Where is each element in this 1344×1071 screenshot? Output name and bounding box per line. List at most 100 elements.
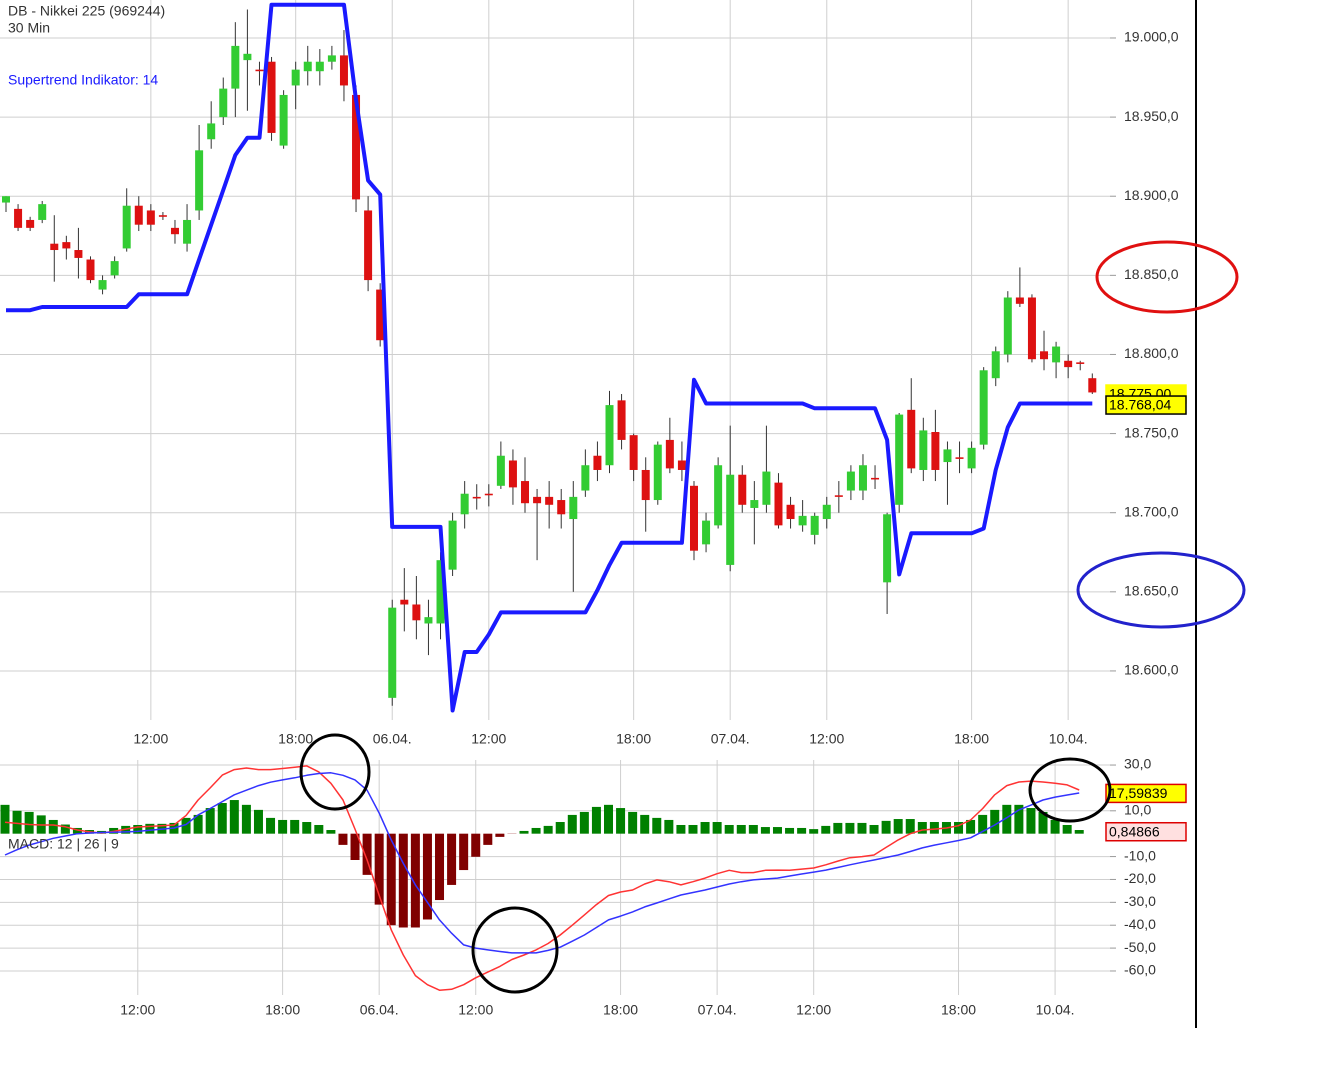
histogram-bar <box>60 824 70 834</box>
candle-body <box>810 515 819 535</box>
histogram-bar <box>241 804 251 834</box>
candle-body <box>2 196 10 203</box>
price-marker-label: 17,59839 <box>1109 785 1168 801</box>
candle-body <box>484 493 493 496</box>
histogram-bar <box>579 811 589 834</box>
histogram-bar <box>785 827 795 834</box>
candle-body <box>195 150 204 211</box>
y-tick-label: 30,0 <box>1124 756 1151 772</box>
y-tick-label: 18.700,0 <box>1124 503 1179 519</box>
histogram-bar <box>724 824 734 834</box>
histogram-bar <box>205 808 215 834</box>
histogram-bar <box>1002 804 1012 834</box>
y-tick-label: 18.850,0 <box>1124 266 1179 282</box>
candle-body <box>364 210 373 281</box>
candle-body <box>750 500 759 508</box>
candle-body <box>1003 297 1012 355</box>
histogram-bar <box>712 822 722 834</box>
candle-body <box>895 414 904 505</box>
candle-body <box>1040 351 1049 360</box>
histogram-bar <box>48 819 58 834</box>
candle-body <box>907 409 916 469</box>
candle-body <box>508 460 517 488</box>
y-tick-label: 18.750,0 <box>1124 424 1179 440</box>
candle-body <box>569 496 578 520</box>
histogram-bar <box>217 803 227 834</box>
x-tick-label: 06.04. <box>360 1002 399 1018</box>
x-tick-label: 18:00 <box>265 1002 300 1018</box>
histogram-bar <box>917 822 927 834</box>
y-tick-label: 18.900,0 <box>1124 187 1179 203</box>
histogram-bar <box>797 827 807 834</box>
candle-body <box>315 61 324 72</box>
histogram-bar <box>905 819 915 834</box>
x-tick-label: 18:00 <box>941 1002 976 1018</box>
histogram-bar <box>326 830 336 834</box>
candle-body <box>738 474 747 505</box>
candle-body <box>303 61 312 72</box>
x-tick-label: 12:00 <box>809 731 844 747</box>
x-tick-label: 12:00 <box>133 731 168 747</box>
price-marker <box>1105 395 1187 415</box>
candle-body <box>967 447 976 469</box>
histogram-bar <box>640 814 650 834</box>
candle-body <box>110 261 119 276</box>
histogram-bar <box>72 827 82 834</box>
histogram-bar <box>386 833 396 926</box>
x-tick-label: 07.04. <box>698 1002 737 1018</box>
x-tick-label: 18:00 <box>954 731 989 747</box>
candle-body <box>919 430 928 470</box>
x-tick-label: 10.04. <box>1049 731 1088 747</box>
y-tick-label: -50,0 <box>1124 939 1156 955</box>
histogram-bar <box>314 824 324 834</box>
histogram-bar <box>495 833 505 837</box>
histogram-bar <box>398 833 408 928</box>
candle-body <box>376 289 385 341</box>
histogram-bar <box>1014 804 1024 834</box>
annotation-circle <box>299 733 371 811</box>
histogram-bar <box>459 833 469 871</box>
histogram-bar <box>688 824 698 834</box>
histogram-bar <box>338 833 348 845</box>
annotation-ellipse <box>1095 240 1239 314</box>
candle-body <box>557 500 566 515</box>
x-tick-label: 06.04. <box>373 731 412 747</box>
y-tick-label: 18.800,0 <box>1124 345 1179 361</box>
candle-body <box>388 607 397 698</box>
annotation-ellipse <box>1076 551 1246 629</box>
y-tick-label: 19.000,0 <box>1124 29 1179 45</box>
histogram-bar <box>821 825 831 834</box>
y-tick-label: -30,0 <box>1124 893 1156 909</box>
y-tick-label: 18.650,0 <box>1124 583 1179 599</box>
histogram-bar <box>604 804 613 834</box>
histogram-bar <box>181 817 191 834</box>
histogram-bar <box>760 827 770 834</box>
histogram-bar <box>410 833 420 928</box>
histogram-bar <box>435 833 445 901</box>
price-marker <box>1105 821 1187 842</box>
histogram-bar <box>990 809 1000 834</box>
x-tick-label: 07.04. <box>711 731 750 747</box>
histogram-bar <box>616 808 626 834</box>
candle-body <box>1076 362 1085 364</box>
candle-body <box>255 69 264 72</box>
histogram-bar <box>266 817 276 834</box>
candle-body <box>786 504 795 520</box>
candle-body <box>170 227 179 235</box>
candle-body <box>436 560 445 624</box>
histogram-bar <box>893 819 903 834</box>
histogram-bar <box>362 833 372 875</box>
candle-body <box>871 477 880 480</box>
candle-body <box>424 617 433 624</box>
histogram-bar <box>1050 819 1060 834</box>
candle-body <box>955 457 964 459</box>
histogram-bar <box>929 822 939 834</box>
histogram-bar <box>471 833 481 857</box>
histogram-bar <box>422 833 432 920</box>
histogram-bar <box>664 819 674 834</box>
candle-body <box>521 481 530 504</box>
candle-body <box>460 493 469 515</box>
macd-line <box>4 772 1080 954</box>
x-tick-label: 18:00 <box>278 731 313 747</box>
candle-body <box>158 215 167 217</box>
